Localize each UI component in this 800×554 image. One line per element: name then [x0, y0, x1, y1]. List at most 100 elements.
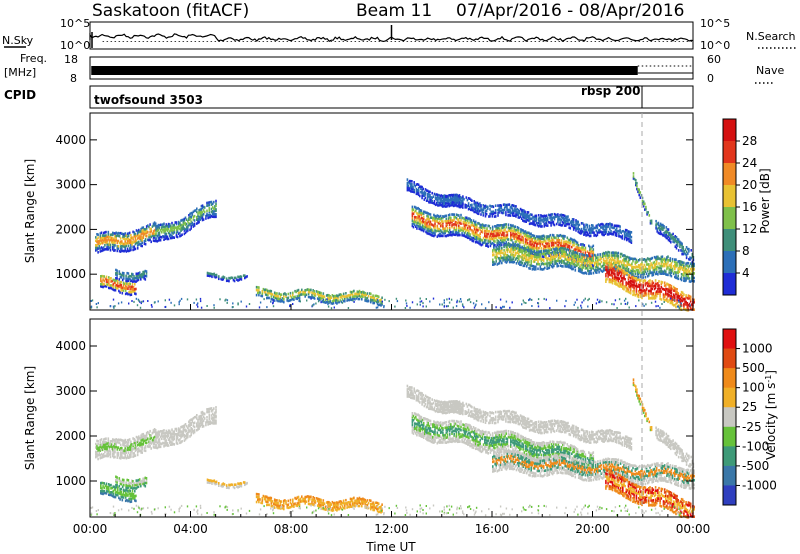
- data-cell: [505, 245, 508, 249]
- data-cell: [661, 281, 664, 284]
- data-cell: [137, 273, 140, 277]
- data-cell: [472, 219, 475, 222]
- data-cell: [556, 240, 558, 244]
- data-cell: [127, 234, 130, 238]
- data-cell: [613, 277, 615, 280]
- data-cell: [140, 239, 142, 242]
- data-cell: [458, 198, 461, 201]
- data-cell: [456, 231, 459, 235]
- data-cell: [463, 197, 465, 201]
- data-cell: [499, 204, 501, 207]
- data-cell: [595, 229, 598, 233]
- data-cell: [684, 297, 686, 301]
- data-cell: [651, 294, 653, 297]
- data-cell: [513, 243, 516, 246]
- data-cell: [552, 236, 555, 239]
- data-cell: [669, 263, 672, 267]
- data-cell: [302, 292, 304, 296]
- data-cell: [569, 255, 572, 258]
- data-cell: [622, 254, 624, 258]
- data-cell: [515, 237, 518, 241]
- data-cell: [109, 236, 112, 239]
- data-cell: [510, 204, 513, 207]
- data-cell: [527, 248, 529, 252]
- data-cell: [134, 280, 136, 283]
- data-cell: [610, 225, 612, 228]
- data-cell: [667, 283, 669, 286]
- data-cell: [539, 235, 541, 239]
- data-cell: [432, 195, 435, 198]
- data-cell: [648, 214, 651, 217]
- data-cell: [101, 453, 104, 457]
- data-cell: [491, 205, 494, 208]
- data-cell: [422, 305, 424, 308]
- data-cell: [608, 273, 611, 277]
- data-cell: [261, 290, 264, 293]
- data-cell: [516, 247, 519, 250]
- data-cell: [571, 254, 573, 258]
- data-cell: [633, 278, 635, 282]
- data-cell: [420, 221, 423, 224]
- data-cell: [451, 213, 453, 216]
- data-cell: [572, 252, 574, 256]
- data-cell: [586, 225, 589, 229]
- data-cell: [439, 201, 441, 205]
- data-cell: [181, 224, 183, 227]
- data-cell: [487, 239, 489, 243]
- data-cell: [667, 258, 669, 262]
- data-cell: [100, 279, 102, 283]
- data-cell: [180, 297, 183, 300]
- data-cell: [511, 211, 514, 214]
- data-cell: [520, 250, 522, 254]
- data-cell: [586, 223, 589, 227]
- data-cell: [537, 221, 540, 225]
- data-cell: [131, 240, 133, 244]
- data-cell: [421, 188, 423, 192]
- data-cell: [531, 240, 533, 243]
- data-cell: [404, 307, 407, 309]
- data-cell: [441, 195, 444, 198]
- data-cell: [688, 297, 691, 300]
- data-cell: [486, 227, 488, 230]
- data-cell: [102, 234, 105, 237]
- data-cell: [581, 301, 583, 304]
- data-cell: [553, 212, 556, 216]
- data-cell: [413, 181, 415, 184]
- data-cell: [96, 455, 98, 458]
- data-cell: [468, 205, 471, 209]
- data-cell: [208, 213, 211, 217]
- data-cell: [662, 223, 664, 227]
- data-cell: [631, 283, 633, 286]
- data-cell: [128, 238, 131, 242]
- data-cell: [210, 214, 213, 218]
- data-cell: [441, 224, 443, 227]
- data-cell: [495, 253, 497, 256]
- data-cell: [674, 239, 677, 243]
- data-cell: [679, 245, 681, 249]
- data-cell: [99, 239, 102, 242]
- data-cell: [113, 246, 115, 249]
- data-cell: [473, 200, 475, 203]
- data-cell: [277, 294, 279, 298]
- data-cell: [473, 234, 476, 238]
- data-cell: [669, 271, 672, 274]
- data-cell: [504, 251, 506, 254]
- data-cell: [658, 287, 660, 290]
- data-cell: [431, 199, 433, 203]
- data-cell: [580, 231, 583, 235]
- data-cell: [366, 296, 369, 300]
- data-cell: [548, 248, 550, 252]
- data-cell: [479, 225, 481, 229]
- data-cell: [420, 228, 423, 232]
- data-cell: [496, 241, 498, 245]
- data-cell: [562, 219, 565, 222]
- data-cell: [122, 281, 125, 285]
- data-cell: [574, 224, 576, 227]
- data-cell: [585, 223, 587, 227]
- data-cell: [464, 235, 467, 238]
- data-cell: [685, 264, 687, 267]
- data-cell: [617, 271, 620, 275]
- data-cell: [523, 252, 526, 255]
- data-cell: [627, 267, 630, 271]
- data-cell: [637, 269, 640, 272]
